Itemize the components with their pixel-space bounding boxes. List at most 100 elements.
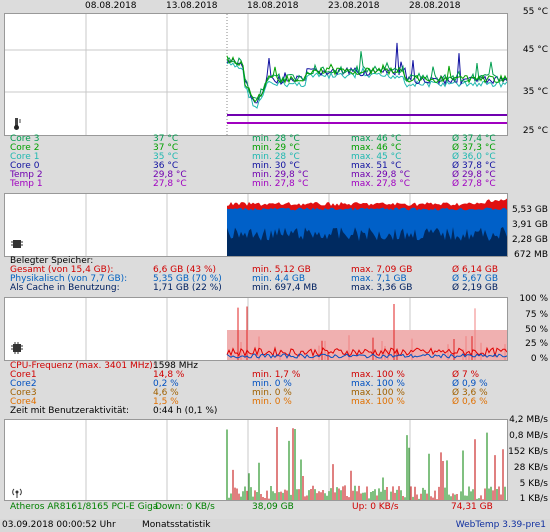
memory-cur: 6,6 GB (43 %) <box>153 265 217 275</box>
temperature-chart <box>5 14 507 135</box>
status-version[interactable]: WebTemp 3.39-pre1 <box>455 520 546 530</box>
temp-max: max. 46 °C <box>351 143 402 153</box>
cpu-avg: Ø 0,6 % <box>452 397 488 407</box>
cpu-row: Core3 4,6 % min. 0 % max. 100 % Ø 3,6 % <box>0 389 550 398</box>
cpu-graph <box>4 297 508 361</box>
temp-min: min. 28 °C <box>252 134 300 144</box>
cpu-name: Core4 <box>10 397 37 407</box>
temperature-graph <box>4 13 508 136</box>
cpu-axis-label: 25 % <box>525 339 548 349</box>
cpu-name: Core2 <box>10 379 37 389</box>
date-label: 23.08.2018 <box>328 1 380 11</box>
cpu-cur: 4,6 % <box>153 388 179 398</box>
temp-min: min. 30 °C <box>252 161 300 171</box>
cpu-row: Core1 14,8 % min. 1,7 % max. 100 % Ø 7 % <box>0 371 550 380</box>
cpu-max: max. 100 % <box>351 397 405 407</box>
network-down-total: 38,09 GB <box>252 502 294 512</box>
temp-axis-label: 55 °C <box>522 7 548 17</box>
temp-avg: Ø 37,3 °C <box>452 143 496 153</box>
network-chart <box>85 420 506 500</box>
activity-label: Zeit mit Benutzeraktivität: <box>10 406 130 416</box>
temp-row: Temp 2 29,8 °C min. 29,8 °C max. 29,8 °C Ø 2… <box>0 171 550 180</box>
network-down-rate: Down: 0 KB/s <box>155 502 215 512</box>
network-adapter-name: Atheros AR8161/8165 PCI-E Giga <box>10 502 159 512</box>
cpu-min: min. 0 % <box>252 379 292 389</box>
temp-cur: 35 °C <box>153 152 179 162</box>
memory-row: Als Cache in Benutzung: 1,71 GB (22 %) min… <box>0 284 550 293</box>
memory-min: min. 5,12 GB <box>252 265 311 275</box>
temp-axis-label: 35 °C <box>522 87 548 97</box>
temp-name: Temp 2 <box>10 170 43 180</box>
cpu-row: Core4 1,5 % min. 0 % max. 100 % Ø 0,6 % <box>0 398 550 407</box>
temp-row: Temp 1 27,8 °C min. 27,8 °C max. 27,8 °C Ø 2… <box>0 180 550 189</box>
temp-cur: 27,8 °C <box>153 179 187 189</box>
cpu-min: min. 0 % <box>252 388 292 398</box>
temp-name: Core 1 <box>10 152 40 162</box>
temp-max: max. 51 °C <box>351 161 402 171</box>
temp-avg: Ø 27,8 °C <box>452 179 496 189</box>
memory-avg: Ø 6,14 GB <box>452 265 498 275</box>
cpu-avg: Ø 3,6 % <box>452 388 488 398</box>
network-up-rate: Up: 0 KB/s <box>352 502 399 512</box>
temp-max: max. 29,8 °C <box>351 170 411 180</box>
status-section[interactable]: Monatsstatistik <box>142 520 211 530</box>
temp-cur: 37 °C <box>153 134 179 144</box>
status-bar: 03.09.2018 00:00:52 Uhr Monatsstatistik … <box>0 519 550 532</box>
temp-row: Core 0 36 °C min. 30 °C max. 51 °C Ø 37,8 °C <box>0 162 550 171</box>
network-antenna-icon <box>12 488 22 498</box>
memory-name: Gesamt (von 15,4 GB): <box>10 265 114 275</box>
memory-min: min. 4,4 GB <box>252 274 306 284</box>
memory-axis-label: 672 MB <box>514 250 548 260</box>
memory-name: Physikalisch (von 7,7 GB): <box>10 274 128 284</box>
memory-row: Gesamt (von 15,4 GB): 6,6 GB (43 %) min. 5… <box>0 266 550 275</box>
date-label: 18.08.2018 <box>247 1 299 11</box>
temp-cur: 37 °C <box>153 143 179 153</box>
memory-chart <box>85 194 507 256</box>
cpu-max: max. 100 % <box>351 388 405 398</box>
temp-min: min. 29 °C <box>252 143 300 153</box>
temp-min: min. 27,8 °C <box>252 179 309 189</box>
memory-row: Physikalisch (von 7,7 GB): 5,35 GB (70 %)… <box>0 275 550 284</box>
cpu-axis-label: 100 % <box>519 294 548 304</box>
memory-max: max. 7,09 GB <box>351 265 413 275</box>
temp-avg: Ø 37,8 °C <box>452 161 496 171</box>
cpu-name: Core3 <box>10 388 37 398</box>
temp-name: Core 3 <box>10 134 40 144</box>
memory-chip-icon <box>11 240 23 248</box>
cpu-frequency-value: 1598 MHz <box>153 361 199 371</box>
temp-max: max. 27,8 °C <box>351 179 411 189</box>
core-1-line <box>226 61 507 109</box>
cpu-cur: 0,2 % <box>153 379 179 389</box>
memory-avg: Ø 5,67 GB <box>452 274 498 284</box>
cpu-chip-icon <box>11 342 23 354</box>
date-label: 13.08.2018 <box>166 1 218 11</box>
temp-row: Core 1 35 °C min. 28 °C max. 45 °C Ø 36,0 °C <box>0 153 550 162</box>
temp-axis-label: 45 °C <box>522 45 548 55</box>
memory-cur: 1,71 GB (22 %) <box>153 283 222 293</box>
cpu-core-2-line <box>226 353 507 359</box>
temp-row: Core 3 37 °C min. 28 °C max. 46 °C Ø 37,4 °C <box>0 135 550 144</box>
memory-cur: 5,35 GB (70 %) <box>153 274 222 284</box>
cpu-axis-label: 50 % <box>525 325 548 335</box>
network-axis-label: 5 KB/s <box>519 479 548 489</box>
network-axis-label: 1 KB/s <box>519 494 548 504</box>
core-0-line <box>226 42 507 104</box>
activity-value: 0:44 h (0,1 %) <box>153 406 218 416</box>
cpu-frequency-label: CPU-Frequenz (max. 3401 MHz): <box>10 361 156 371</box>
temp-name: Temp 1 <box>10 179 43 189</box>
network-axis-label: 152 KB/s <box>508 447 548 457</box>
memory-max: max. 3,36 GB <box>351 283 413 293</box>
network-up-total: 74,31 GB <box>451 502 493 512</box>
memory-axis-label: 2,28 GB <box>511 235 548 245</box>
thermometer-icon <box>14 118 21 130</box>
cpu-axis-label: 0 % <box>530 354 548 364</box>
memory-axis-label: 3,91 GB <box>511 220 548 230</box>
temp-max: max. 45 °C <box>351 152 402 162</box>
temp-avg: Ø 37,4 °C <box>452 134 496 144</box>
network-axis-label: 0,8 MB/s <box>509 431 548 441</box>
temp-min: min. 28 °C <box>252 152 300 162</box>
cpu-min: min. 1,7 % <box>252 370 301 380</box>
temp-min: min. 29,8 °C <box>252 170 309 180</box>
date-label: 08.08.2018 <box>85 1 137 11</box>
cpu-chart <box>85 298 507 360</box>
